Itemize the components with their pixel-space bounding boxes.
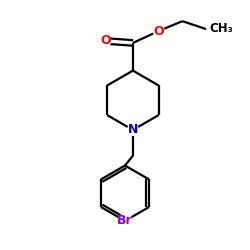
Text: O: O bbox=[100, 34, 110, 48]
Circle shape bbox=[100, 36, 111, 46]
Text: O: O bbox=[153, 24, 164, 38]
Text: N: N bbox=[128, 124, 138, 136]
Text: Br: Br bbox=[117, 214, 133, 228]
Circle shape bbox=[118, 214, 132, 228]
Text: CH₃: CH₃ bbox=[209, 22, 233, 35]
Circle shape bbox=[153, 26, 164, 36]
Circle shape bbox=[128, 124, 138, 136]
